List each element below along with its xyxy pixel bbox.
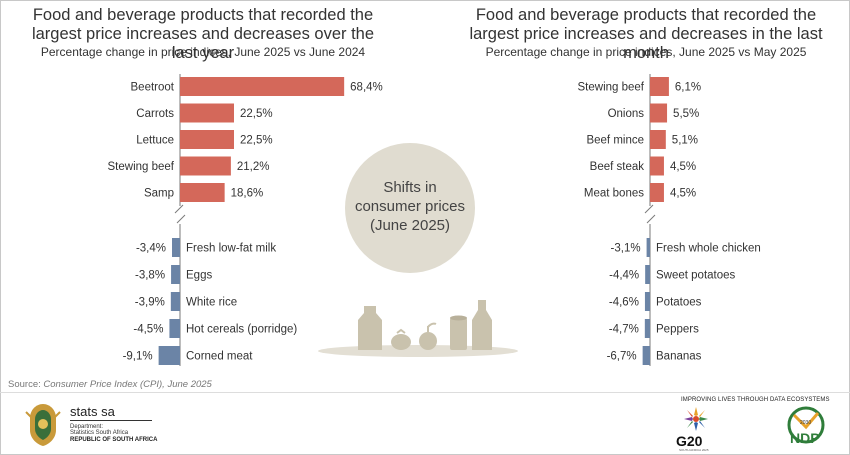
right-increase-value: 4,5% (670, 161, 696, 173)
g20-emblem (684, 407, 708, 431)
left-decrease-category: Eggs (186, 270, 212, 282)
right-decrease-value: -4,6% (609, 297, 639, 309)
stats-sa-rule (70, 420, 152, 421)
left-decrease-value: -9,1% (123, 351, 153, 363)
right-increase-value: 4,5% (670, 188, 696, 200)
right-increase-value: 6,1% (675, 82, 701, 94)
right-decrease-bar (644, 292, 650, 311)
right-increase-category: Onions (608, 108, 645, 120)
right-decrease-bar (646, 238, 650, 257)
g20-subtext: SOUTH AFRICA 2025 (679, 448, 709, 452)
left-decrease-value: -3,8% (135, 270, 165, 282)
left-increase-bar (180, 103, 234, 123)
left-increase-category: Lettuce (136, 135, 174, 147)
stats-sa-republic: REPUBLIC OF SOUTH AFRICA (70, 437, 158, 443)
right-increase-bar (650, 156, 664, 176)
stats-sa-name: stats sa (70, 404, 115, 419)
left-decrease-category: Fresh low-fat milk (186, 243, 276, 255)
left-increase-category: Samp (144, 188, 174, 200)
ndp-year: 2030 (800, 420, 812, 426)
right-decrease-value: -6,7% (607, 351, 637, 363)
left-decrease-bar (170, 292, 180, 311)
left-decrease-value: -3,9% (135, 297, 165, 309)
can-lid-icon (450, 315, 467, 321)
left-increase-value: 68,4% (350, 82, 383, 94)
source-text: Consumer Price Index (CPI), June 2025 (43, 379, 212, 390)
right-increase-category: Meat bones (584, 188, 644, 200)
coat-of-arms-logo (25, 404, 61, 446)
left-axis-break-top (174, 204, 184, 214)
left-decrease-bar (158, 346, 180, 365)
right-decrease-category: Peppers (656, 324, 699, 336)
source-label: Source: (8, 379, 41, 390)
tomato-icon (391, 334, 411, 350)
left-increase-category: Beetroot (131, 82, 175, 94)
left-increase-category: Carrots (136, 108, 174, 120)
right-increase-bar (650, 183, 664, 202)
footer-divider (0, 392, 850, 393)
left-increase-bar (180, 130, 234, 149)
left-axis-break-bottom (176, 214, 186, 224)
stats-sa-dept-name: Statistics South Africa (70, 430, 129, 436)
can-icon (450, 318, 467, 350)
right-increase-category: Beef steak (590, 161, 645, 173)
center-circle (345, 143, 475, 273)
left-decrease-bar (169, 319, 180, 338)
right-increase-category: Stewing beef (578, 82, 645, 94)
left-increase-value: 18,6% (231, 188, 264, 200)
left-decrease-category: White rice (186, 297, 237, 309)
left-decrease-value: -3,4% (136, 243, 166, 255)
left-increase-bar (180, 77, 345, 96)
right-decrease-bar (644, 319, 650, 338)
left-increase-value: 22,5% (240, 108, 273, 120)
left-increase-bar (180, 183, 225, 202)
g20-text: G20 (676, 433, 703, 449)
center-text-line3: (June 2025) (369, 217, 451, 234)
center-text-line2: consumer prices (354, 198, 466, 215)
left-increase-bar (180, 156, 231, 176)
left-increase-value: 21,2% (237, 161, 270, 173)
left-increase-category: Stewing beef (108, 161, 175, 173)
jug-icon (358, 306, 382, 350)
left-chart-subtitle: Percentage change in price indices, June… (40, 45, 366, 59)
right-increase-bar (650, 103, 668, 123)
right-decrease-category: Fresh whole chicken (656, 243, 761, 255)
right-decrease-value: -4,7% (609, 324, 639, 336)
center-circle-text: Shifts in consumer prices (June 2025) (345, 178, 475, 235)
left-decrease-value: -4,5% (133, 324, 163, 336)
right-increase-value: 5,1% (672, 135, 698, 147)
ndp-text: NDP (790, 430, 820, 446)
right-decrease-value: -3,1% (611, 243, 641, 255)
left-decrease-category: Hot cereals (porridge) (186, 324, 297, 336)
right-decrease-category: Sweet potatoes (656, 270, 736, 282)
right-decrease-bar (642, 346, 650, 365)
right-increase-category: Beef mince (586, 135, 644, 147)
right-decrease-value: -4,4% (609, 270, 639, 282)
left-decrease-bar (172, 238, 180, 257)
center-text-line1: Shifts in (383, 179, 437, 196)
right-increase-value: 5,5% (673, 108, 699, 120)
left-chart-title: Food and beverage products that recorded… (31, 6, 375, 62)
ndp-emblem (787, 406, 825, 444)
bottle-icon (472, 300, 492, 350)
right-axis-break-top (644, 204, 654, 214)
apple-icon (419, 332, 437, 350)
right-decrease-category: Potatoes (656, 297, 702, 309)
tomato-stem-icon (396, 328, 406, 334)
left-decrease-category: Corned meat (186, 351, 253, 363)
right-increase-bar (650, 77, 669, 96)
source-note: Source: Consumer Price Index (CPI), June… (8, 379, 212, 390)
right-decrease-category: Bananas (656, 351, 702, 363)
right-increase-bar (650, 130, 666, 149)
left-decrease-bar (171, 265, 180, 284)
right-chart-title: Food and beverage products that recorded… (469, 6, 823, 62)
stats-sa-dept-label: Department: (70, 424, 104, 430)
tagline-text: IMPROVING LIVES THROUGH DATA ECOSYSTEMS (681, 397, 830, 403)
right-decrease-bar (645, 265, 650, 284)
right-chart-subtitle: Percentage change in price indices, June… (485, 45, 807, 59)
apple-leaf-icon (427, 322, 437, 332)
right-axis-break-bottom (646, 214, 656, 224)
left-increase-value: 22,5% (240, 135, 273, 147)
